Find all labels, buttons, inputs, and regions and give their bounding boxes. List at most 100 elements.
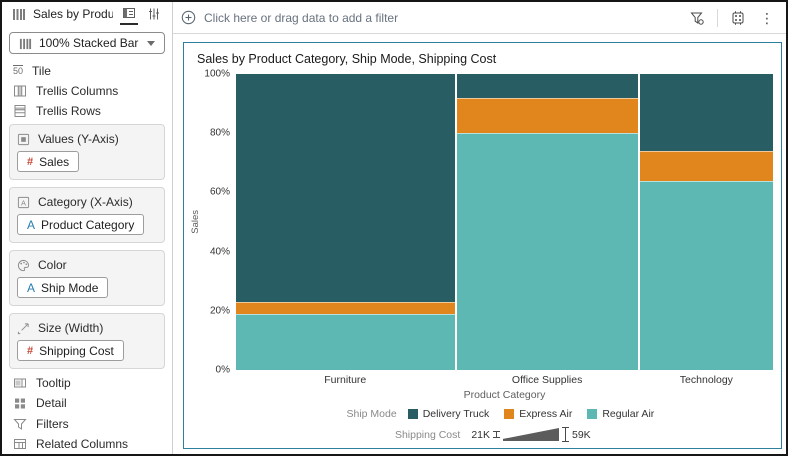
canvas-settings-icon[interactable] xyxy=(730,10,746,26)
properties-panel-tab[interactable] xyxy=(145,3,163,24)
y-tick-label: 20% xyxy=(209,305,230,317)
color-palette-icon xyxy=(18,259,30,271)
section-label: Color xyxy=(38,258,67,273)
y-tick-label: 40% xyxy=(209,246,230,258)
segment-delivery-truck[interactable] xyxy=(236,74,455,302)
drop-target-size[interactable]: Size (Width) # Shipping Cost xyxy=(9,313,165,370)
size-min-marker-icon xyxy=(493,431,500,438)
measure-hash-icon: # xyxy=(27,344,34,357)
values-axis-icon xyxy=(17,133,30,145)
y-tick-label: 100% xyxy=(204,68,230,80)
y-tick-label: 0% xyxy=(215,364,230,376)
sidebar-item-label: Tooltip xyxy=(36,376,71,391)
bar-chart-icon xyxy=(13,8,25,20)
pill-ship-mode[interactable]: A Ship Mode xyxy=(17,277,109,299)
sidebar-item-label: Tile xyxy=(32,63,51,78)
sidebar-item-filters[interactable]: Filters xyxy=(2,414,172,434)
sidebar-item-label: Related Columns xyxy=(36,436,129,451)
viz-type-value: 100% Stacked Bar xyxy=(39,36,139,51)
grammar-panel-tab[interactable] xyxy=(120,2,138,26)
stacked-bar-furniture[interactable] xyxy=(236,74,455,370)
trellis-columns-icon xyxy=(14,85,26,97)
y-tick-label: 60% xyxy=(209,186,230,198)
legend-item-label: Regular Air xyxy=(602,408,655,420)
sliders-icon xyxy=(149,8,159,20)
legend-color-label: Ship Mode xyxy=(346,408,397,420)
stacked-bar-icon xyxy=(19,38,32,49)
legend-item-label: Express Air xyxy=(519,408,573,420)
pill-label: Sales xyxy=(39,154,70,169)
chart-area: Sales 0% 20% 40% 60% 80% 100% Furniture Office… xyxy=(184,68,781,448)
viz-header: Sales by Product Ca... xyxy=(2,2,172,26)
grammar-panel-icon xyxy=(123,8,135,19)
segment-regular-air[interactable] xyxy=(456,133,638,370)
add-filter-plus-icon xyxy=(181,10,196,25)
sidebar-item-trellis-columns[interactable]: Trellis Columns xyxy=(2,81,172,101)
segment-delivery-truck[interactable] xyxy=(456,74,638,98)
sidebar-item-tooltip[interactable]: Tooltip xyxy=(2,373,172,393)
x-axis-title: Product Category xyxy=(463,389,546,401)
segment-regular-air[interactable] xyxy=(639,180,773,370)
detail-grid-icon xyxy=(15,398,25,409)
chevron-down-icon xyxy=(147,40,155,46)
limit-values-filter-icon[interactable] xyxy=(689,10,705,26)
legend-size-scale: 21K 59K xyxy=(471,427,591,442)
legend-item-delivery-truck[interactable]: Delivery Truck xyxy=(407,408,490,420)
pill-shipping-cost[interactable]: # Shipping Cost xyxy=(17,340,124,362)
grammar-sidebar: Sales by Product Ca... 100% Stacked Bar xyxy=(2,2,173,454)
pill-label: Ship Mode xyxy=(41,280,99,295)
segment-express-air[interactable] xyxy=(639,150,773,181)
viz-type-dropdown[interactable]: 100% Stacked Bar xyxy=(9,32,165,55)
sidebar-item-related-columns[interactable]: Related Columns xyxy=(2,434,172,454)
section-label: Size (Width) xyxy=(38,321,104,336)
x-category-label: Office Supplies xyxy=(511,374,583,386)
segment-express-air[interactable] xyxy=(456,97,638,134)
stacked-bar-technology[interactable] xyxy=(639,74,773,370)
category-axis-icon: A xyxy=(17,196,30,208)
chart-title: Sales by Product Category, Ship Mode, Sh… xyxy=(197,52,497,66)
measure-hash-icon: # xyxy=(27,155,34,168)
attribute-a-icon: A xyxy=(27,280,36,295)
sidebar-item-label: Trellis Rows xyxy=(36,103,101,118)
filter-bar-hint: Click here or drag data to add a filter xyxy=(204,10,399,25)
toolbar-divider xyxy=(717,8,718,27)
chart-legend: Ship Mode Delivery Truck Express Air Regul… xyxy=(188,408,773,444)
kebab-menu-icon[interactable]: ⋮ xyxy=(760,9,774,26)
sidebar-item-label: Filters xyxy=(36,416,69,431)
canvas: Sales by Product Category, Ship Mode, Sh… xyxy=(173,34,786,454)
segment-delivery-truck[interactable] xyxy=(639,74,773,151)
drop-target-color[interactable]: Color A Ship Mode xyxy=(9,250,165,307)
visualization-panel[interactable]: Sales by Product Category, Ship Mode, Sh… xyxy=(183,42,782,449)
stacked-bar-office-supplies[interactable] xyxy=(456,74,638,370)
plot-area[interactable] xyxy=(236,74,773,370)
sidebar-item-trellis-rows[interactable]: Trellis Rows xyxy=(2,101,172,121)
x-category-label: Furniture xyxy=(324,374,367,386)
legend-item-regular-air[interactable]: Regular Air xyxy=(587,408,654,420)
y-ticks: 0% 20% 40% 60% 80% 100% xyxy=(203,69,236,376)
x-category-label: Technology xyxy=(679,374,733,386)
sidebar-item-tile[interactable]: 50 Tile xyxy=(2,60,172,80)
sidebar-item-label: Detail xyxy=(36,396,67,411)
drop-target-category[interactable]: A Category (X-Axis) A Product Category xyxy=(9,187,165,244)
attribute-a-icon: A xyxy=(27,217,36,232)
segment-regular-air[interactable] xyxy=(236,313,455,370)
pill-product-category[interactable]: A Product Category xyxy=(17,214,145,236)
sidebar-item-detail[interactable]: Detail xyxy=(2,393,172,413)
size-wedge-icon xyxy=(503,428,559,441)
y-tick-label: 80% xyxy=(209,127,230,139)
viz-title-truncated: Sales by Product Ca... xyxy=(33,6,113,21)
segment-express-air[interactable] xyxy=(236,301,455,314)
legend-item-express-air[interactable]: Express Air xyxy=(504,408,572,420)
pill-label: Product Category xyxy=(41,217,135,232)
legend-swatch xyxy=(504,409,515,419)
tooltip-icon xyxy=(14,378,26,388)
legend-size-label: Shipping Cost xyxy=(394,428,461,441)
main-area: Click here or drag data to add a filter … xyxy=(173,2,786,454)
funnel-icon xyxy=(13,418,27,430)
section-label: Values (Y-Axis) xyxy=(38,132,119,147)
pill-sales[interactable]: # Sales xyxy=(17,151,80,173)
filter-bar[interactable]: Click here or drag data to add a filter … xyxy=(173,2,786,34)
drop-target-values[interactable]: Values (Y-Axis) # Sales xyxy=(9,124,165,181)
legend-item-label: Delivery Truck xyxy=(422,408,490,420)
